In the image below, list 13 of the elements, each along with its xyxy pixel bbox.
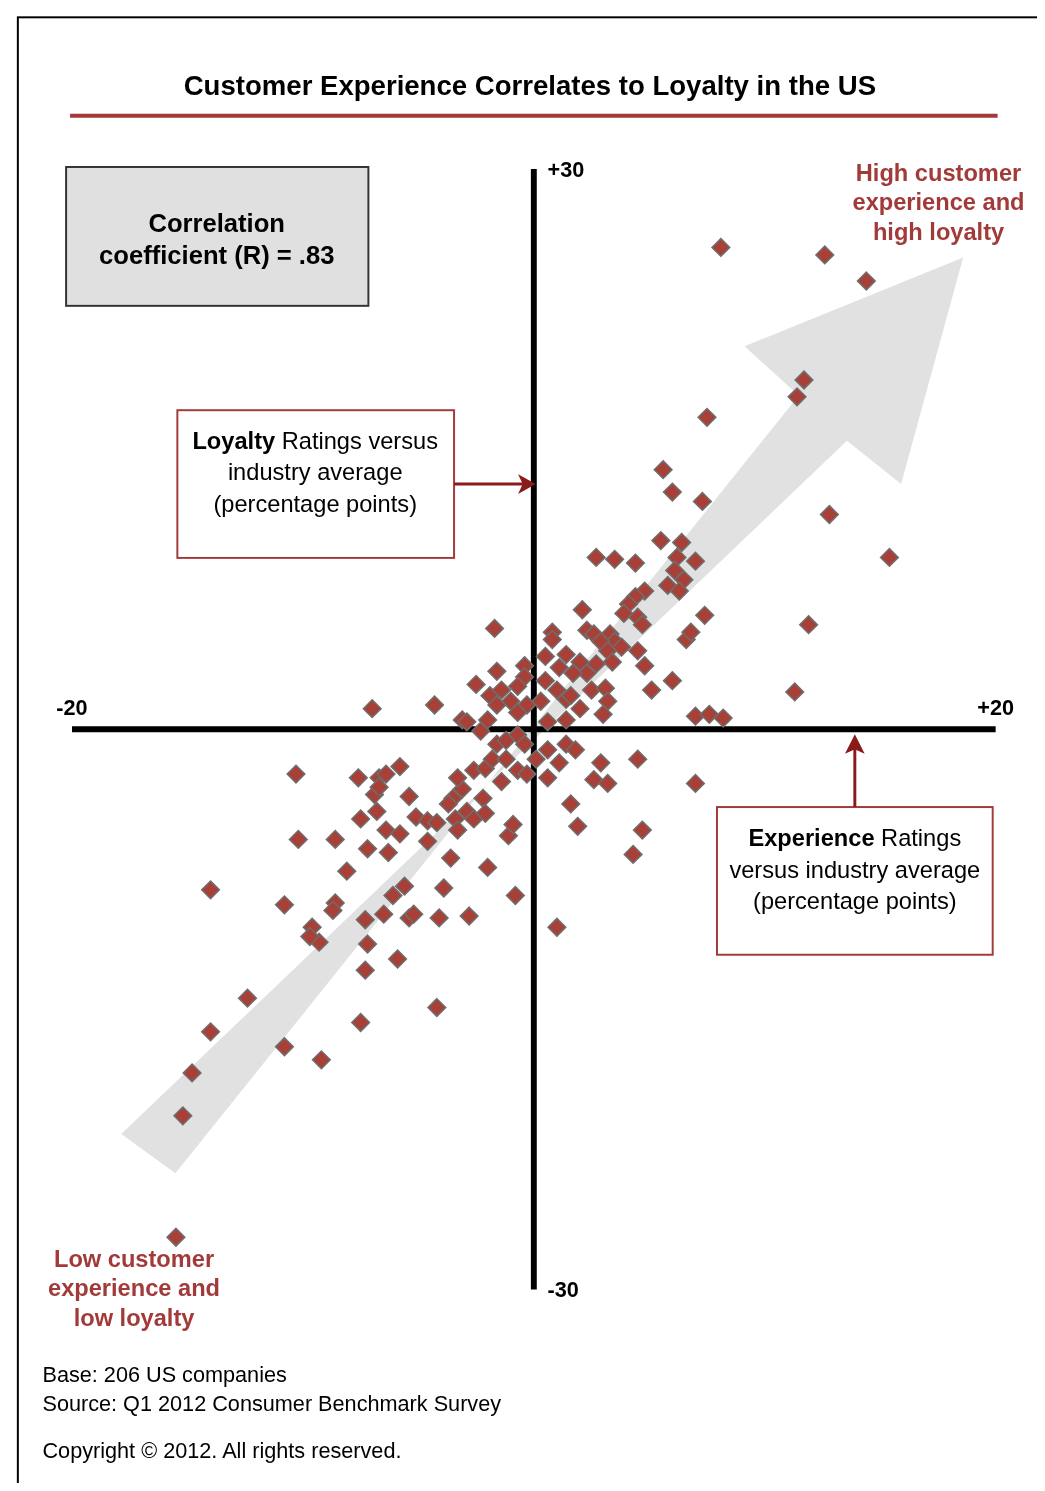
source-note: Source: Q1 2012 Consumer Benchmark Survey — [42, 1390, 502, 1416]
x-tick-label: -20 — [56, 695, 88, 721]
text: Copyright © 2012. All rights reserved. — [42, 1437, 402, 1463]
text: Base: 206 US companies — [42, 1362, 288, 1388]
x-axis-title: Experience Ratings versus industry average (percentage points) — [729, 825, 981, 915]
annotation: Low customer experience and low loyalty — [48, 1245, 221, 1331]
annotation: High customer experience and high loyalty — [852, 159, 1025, 245]
y-tick-label: +30 — [547, 156, 585, 182]
annotation: Correlation coefficient (R) = .83 — [99, 208, 335, 270]
chart-title: Customer Experience Correlates to Loyalty in the US — [183, 70, 877, 102]
y-axis-title: Loyalty Ratings versus industry average (percentage points) — [192, 427, 438, 517]
x-tick-label: +20 — [977, 695, 1015, 721]
y-tick-label: -30 — [547, 1277, 579, 1303]
